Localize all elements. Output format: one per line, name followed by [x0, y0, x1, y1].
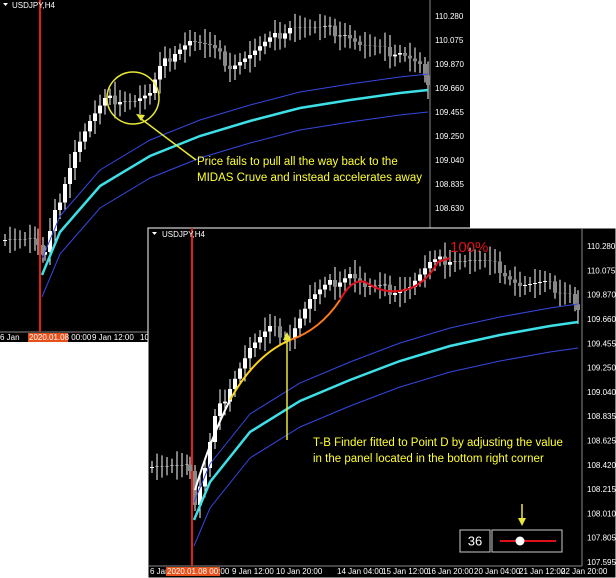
time-label: 2020.01.08 00:00	[167, 567, 230, 576]
time-label: 6 Jan	[150, 567, 170, 576]
arrow-head	[283, 332, 291, 340]
time-highlight	[28, 333, 68, 342]
value-box[interactable]	[459, 529, 491, 553]
time-label: 22 Jan 20:00	[561, 567, 608, 576]
time-label: 9 Jan 12:00	[232, 567, 274, 576]
time-label: 14 Jan 04:00	[337, 567, 384, 576]
price-label: 109.455	[435, 108, 464, 117]
slider-knob[interactable]	[515, 536, 525, 546]
tb-curve-yellow	[229, 339, 291, 401]
price-label: 109.660	[435, 84, 464, 93]
time-label: 21 Jan 12:00	[519, 567, 566, 576]
price-label: 110.280	[435, 12, 464, 21]
arrow	[139, 117, 197, 161]
band-lower	[193, 347, 579, 547]
price-label: 108.420	[587, 461, 616, 470]
band-upper	[41, 73, 429, 260]
price-label: 107.805	[587, 534, 616, 543]
band-upper	[193, 303, 579, 503]
price-label: 109.870	[587, 291, 616, 300]
time-label: 2020.01.08 00:00	[29, 333, 92, 342]
price-label: 108.010	[587, 509, 616, 518]
annotation: in the panel located in the bottom right…	[313, 453, 544, 465]
symbol-label: USDJPY,H4	[12, 1, 56, 10]
symbol-label: USDJPY,H4	[162, 230, 206, 239]
time-label: 9 Jan 12:00	[92, 333, 134, 342]
price-label: 108.215	[587, 485, 616, 494]
chart-background	[147, 227, 616, 578]
price-label: 109.455	[587, 339, 616, 348]
time-highlight	[166, 567, 220, 576]
annotation: T-B Finder fitted to Point D by adjustin…	[313, 437, 563, 449]
midas-curve	[192, 320, 579, 521]
price-label: 109.250	[587, 364, 616, 373]
menu-arrow	[3, 3, 8, 6]
price-label: 110.280	[587, 242, 616, 251]
time-label: 16 Jan 20:00	[427, 567, 474, 576]
tb-curve-white	[194, 399, 231, 491]
tb-curve-red	[339, 257, 451, 301]
midas-curve	[40, 88, 429, 276]
time-label: 10 Jan 20:00	[276, 567, 323, 576]
highlight-circle	[106, 71, 160, 125]
price-label: 109.250	[435, 132, 464, 141]
panel-value: 36	[468, 533, 482, 548]
menu-arrow	[152, 232, 157, 235]
price-label: 109.870	[435, 60, 464, 69]
price-label: 110.075	[587, 266, 616, 275]
arrow-head	[518, 518, 526, 526]
time-label: 10	[140, 333, 149, 342]
tb-curve-orange	[289, 299, 341, 341]
band-lower	[41, 111, 429, 298]
annotation: MIDAS Cruve and instead accelerates away	[197, 172, 422, 184]
candle-bodies-down	[188, 256, 580, 505]
price-label: 108.835	[435, 180, 464, 189]
candle-bodies-down	[36, 25, 430, 255]
candle-bodies-up	[3, 25, 402, 255]
time-label: 6 Jan	[0, 333, 20, 342]
price-label: 108.835	[587, 412, 616, 421]
annotation: Price fails to pull all the way back to …	[197, 156, 398, 168]
price-label: 110.075	[435, 36, 464, 45]
price-label: 109.660	[587, 315, 616, 324]
bottom-chart: USDJPY,H4 100% T-B Finder fitted to Poin…	[147, 227, 616, 578]
price-label: 109.040	[587, 388, 616, 397]
price-label: 107.595	[587, 558, 616, 567]
price-label: 109.040	[435, 156, 464, 165]
price-label: 108.630	[435, 204, 464, 213]
time-label: 15 Jan 12:00	[382, 567, 429, 576]
price-label: 108.625	[587, 437, 616, 446]
time-label: 20 Jan 04:00	[474, 567, 521, 576]
arrow-head	[136, 114, 145, 121]
peak-label: 100%	[450, 239, 488, 256]
